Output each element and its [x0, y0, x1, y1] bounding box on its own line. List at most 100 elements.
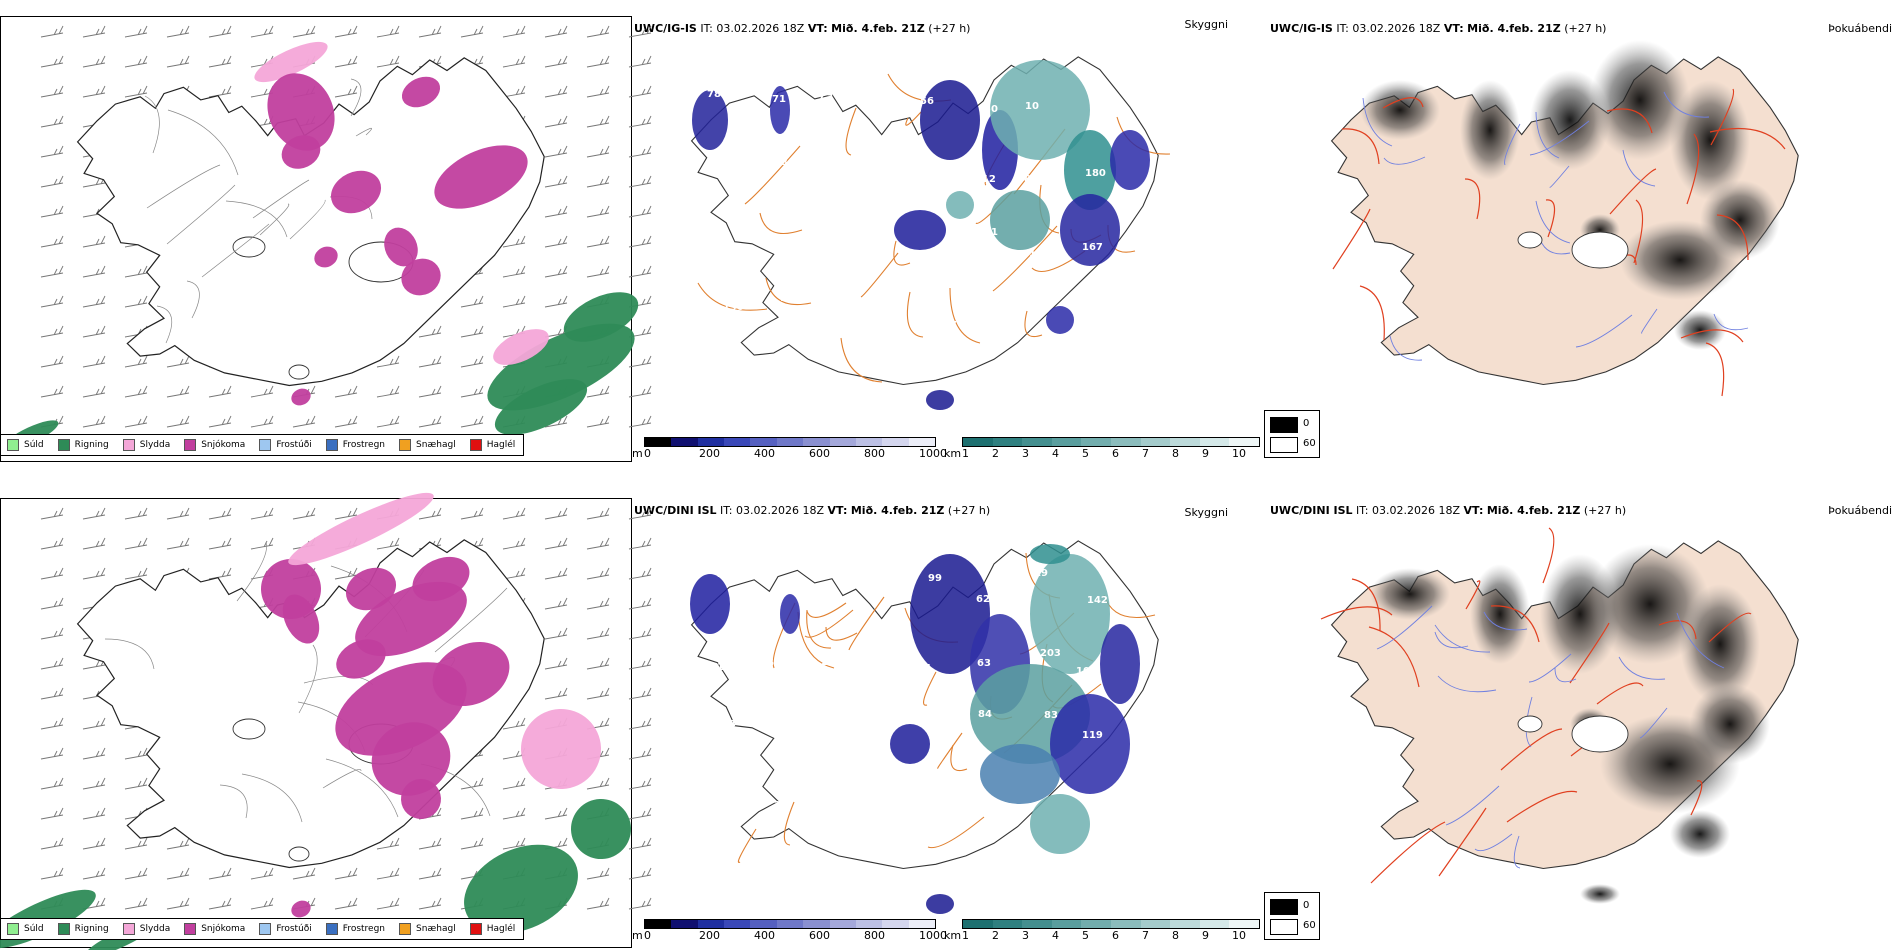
colorbar-segment: [992, 920, 1023, 928]
visibility-value-label: 140: [882, 710, 903, 721]
legend-label: Frostúði: [276, 924, 312, 934]
visibility-value-label: 106: [819, 320, 840, 331]
precip-type-legend: Súld Rigning Slydda Snjókoma Frostúði Frostre…: [0, 918, 525, 940]
visibility-value-label: 63: [977, 658, 991, 669]
visibility-value-label: 62: [976, 594, 990, 605]
ceiling-colorbar: m 0 200 400 600 800 1000: [632, 437, 947, 461]
ceiling-unit: m: [632, 447, 643, 460]
legend-item: Slydda: [122, 439, 171, 451]
init-time: 03.02.2026 18Z: [736, 504, 825, 517]
visibility-value-label: 118: [1029, 248, 1050, 259]
fog-legend-label: 0: [1303, 418, 1310, 429]
visibility-unit: km: [944, 447, 962, 460]
model-name: UWC/DINI ISL: [634, 504, 717, 517]
colorbar-segment: [803, 438, 830, 446]
legend-swatch: [57, 439, 70, 451]
colorbar-segment: [1081, 438, 1111, 446]
variable-name: Skyggni: [1184, 18, 1228, 31]
colorbar-segment: [1081, 920, 1111, 928]
visibility-value-label: 316: [820, 714, 841, 725]
legend-label: Súld: [24, 924, 44, 934]
visibility-tick-label: 3: [1022, 929, 1029, 942]
model-name: UWC/IG-IS: [634, 22, 697, 35]
visibility-value-label: 116: [716, 800, 737, 811]
init-time-label: IT:: [700, 22, 713, 35]
init-time: 03.02.2026 18Z: [716, 22, 805, 35]
visibility-tick-label: 2: [992, 447, 999, 460]
legend-item: Snæhagl: [399, 439, 456, 451]
colorbar-segment: [776, 920, 804, 928]
visibility-value-label: 56: [760, 658, 774, 669]
visibility-tick-label: 6: [1112, 447, 1119, 460]
ceiling-tick-label: 600: [809, 447, 830, 460]
visibility-value-label: 19: [1034, 568, 1048, 579]
fog-legend-swatch: [1270, 437, 1298, 453]
legend-item: Súld: [7, 439, 44, 451]
ceiling-tick-label: 1000: [919, 447, 947, 460]
colorbar-segment: [908, 438, 935, 446]
legend-swatch: [7, 439, 19, 451]
legend-label: Slydda: [139, 440, 171, 450]
init-time-label: IT:: [1356, 504, 1369, 517]
colorbar-segment: [1051, 438, 1082, 446]
visibility-tick-label: 2: [992, 929, 999, 942]
legend-label: Snæhagl: [416, 440, 456, 450]
fog-legend-swatch: [1270, 899, 1298, 915]
colorbar-segment: [1140, 438, 1171, 446]
colorbar-segment: [963, 920, 993, 928]
ceiling-tick-label: 1000: [919, 929, 947, 942]
fog-legend-swatch: [1270, 417, 1298, 433]
visibility-value-label: 203: [1040, 648, 1061, 659]
precip-type-map: [0, 16, 652, 462]
visibility-value-label: 83: [829, 786, 843, 797]
ceiling-tick-label: 200: [699, 929, 720, 942]
ceiling-tick-label: 200: [699, 447, 720, 460]
visibility-value-label: 87: [876, 227, 890, 238]
forecast-row-1: UWC/IG-IS IT: 03.02.2026 18Z VT: Mið. 4.…: [0, 0, 1900, 462]
visibility-value-label: 224: [939, 249, 960, 260]
visibility-value-label: 157: [941, 790, 962, 801]
visibility-colorbar: km 1 2 3 4 5 6 7 8 9 10: [944, 919, 1264, 943]
valid-time-label: VT:: [827, 504, 848, 517]
legend-item: Frostregn: [325, 439, 385, 451]
legend-label: Frostúði: [276, 440, 312, 450]
valid-time: Mið. 4.feb. 21Z: [1486, 504, 1581, 517]
visibility-value-label: 50: [984, 104, 998, 115]
colorbar-segment: [1229, 920, 1259, 928]
ceiling-tick-label: 800: [864, 929, 885, 942]
variable-name: Þokuábendi: [1828, 504, 1892, 517]
panel-header: UWC/IG-IS IT: 03.02.2026 18Z VT: Mið. 4.…: [634, 22, 970, 35]
visibility-value-label: 125: [717, 662, 738, 673]
colorbar-segment: [750, 438, 777, 446]
fog-legend-label: 60: [1303, 920, 1316, 931]
legend-swatch: [7, 923, 19, 935]
colorbar-segment: [992, 438, 1023, 446]
visibility-tick-label: 4: [1052, 447, 1059, 460]
colorbar-segment: [908, 920, 935, 928]
init-time: 03.02.2026 18Z: [1352, 22, 1441, 35]
colorbar-segment: [776, 438, 804, 446]
visibility-value-label: 180: [1085, 168, 1106, 179]
ceiling-tick-label: 800: [864, 447, 885, 460]
legend-item: Slydda: [122, 923, 170, 935]
ceiling-colorbar-bar: [644, 919, 936, 929]
ceiling-colorbar-bar: [644, 437, 936, 447]
legend-item: Rigning: [57, 923, 109, 935]
panel-header: UWC/IG-IS IT: 03.02.2026 18Z VT: Mið. 4.…: [1270, 22, 1606, 35]
legend-swatch: [399, 439, 412, 451]
colorbar-segment: [1022, 438, 1052, 446]
visibility-tick-label: 6: [1112, 929, 1119, 942]
colorbar-segment: [963, 438, 993, 446]
model-name: UWC/DINI ISL: [1270, 504, 1353, 517]
legend-swatch: [325, 923, 338, 935]
precip-map-canvas: [0, 492, 652, 950]
lead-time: (+27 h): [947, 504, 991, 517]
visibility-map-canvas: 228 70 72 113 99 62 19 142 125 56 202 57 71 63 203 108 3…: [690, 540, 1159, 914]
legend-label: Súld: [24, 440, 44, 450]
fog-index-map-canvas: [1330, 40, 1799, 397]
visibility-value-label: 99: [928, 573, 942, 584]
visibility-value-label: 71: [918, 663, 932, 674]
colorbar-segment: [1110, 438, 1141, 446]
visibility-value-label: 74: [880, 798, 894, 809]
visibility-value-label: 10: [1025, 101, 1039, 112]
